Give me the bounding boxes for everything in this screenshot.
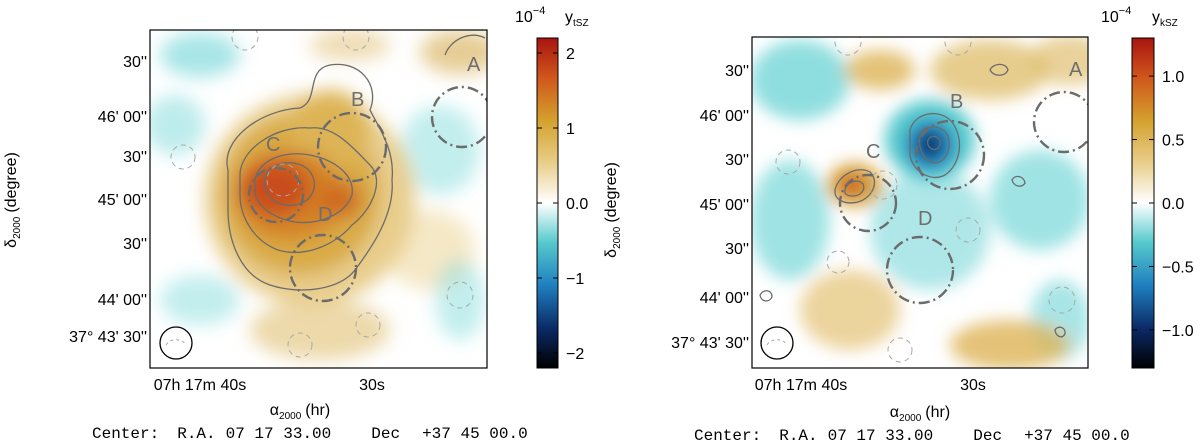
- tsz-contours: [226, 34, 486, 291]
- ksz-frame: [751, 36, 1089, 369]
- ksz-y-axis-title: δ2000(degree): [603, 162, 623, 258]
- tsz-y-tick-0: 30'': [123, 54, 147, 71]
- tsz-beam: [159, 326, 193, 360]
- ksz-point-sources: [775, 37, 1076, 363]
- tsz-y-tick-3: 45' 00'': [98, 192, 147, 209]
- ksz-region-label-b: B: [950, 91, 963, 113]
- ksz-colorbar-tick-label: 0.0: [1162, 196, 1184, 213]
- tsz-y-tick-labels: 30'' 46' 00'' 30'' 45' 00'' 30'' 44' 00'…: [69, 54, 147, 346]
- panel-tsz: A B C D 30'' 46' 00'' 30'' 45' 00'' 30''…: [3, 5, 589, 443]
- tsz-y-tick-1: 46' 00'': [98, 109, 147, 126]
- ksz-region-label-d: D: [918, 208, 932, 230]
- ksz-region-label-c: C: [866, 141, 880, 163]
- ksz-colorbar-tick-label: 1.0: [1162, 69, 1184, 86]
- ksz-colorbar-quantity: ykSZ: [1152, 9, 1178, 29]
- ksz-region-label-a: A: [1069, 59, 1083, 81]
- ksz-regions: [838, 90, 1088, 305]
- ksz-beam: [760, 326, 794, 360]
- tsz-colorbar-tick-label: −2: [566, 346, 584, 363]
- tsz-map-field: [150, 30, 487, 360]
- tsz-y-tick-2: 30'': [123, 149, 147, 166]
- ksz-colorbar: 1.0 0.5 0.0 −0.5 −1.0 10−4 ykSZ: [1101, 5, 1194, 369]
- tsz-colorbar-tick-label: 2: [566, 46, 575, 63]
- tsz-x-tick-labels: 07h 17m 40s 30s: [154, 377, 385, 394]
- tsz-y-axis-title: δ2000(degree): [3, 152, 23, 248]
- ksz-colorbar-tick-label: 0.5: [1162, 133, 1184, 150]
- tsz-center-line: Center: R.A. 07 17 33.00 Dec +37 45 00.0: [92, 425, 528, 443]
- ksz-y-tick-labels: 30'' 46' 00'' 30'' 45' 00'' 30'' 44' 00'…: [671, 63, 749, 352]
- tsz-colorbar-quantity: ytSZ: [565, 9, 589, 29]
- ksz-y-tick-4: 30'': [725, 241, 749, 258]
- ksz-colorbar-exponent: 10−4: [1101, 5, 1131, 26]
- ksz-y-tick-6: 37° 43' 30'': [671, 335, 749, 352]
- tsz-colorbar-tick-label: 1: [566, 121, 575, 138]
- tsz-frame: [149, 29, 488, 369]
- tsz-region-label-c: C: [266, 134, 280, 156]
- tsz-colorbar: 2 1 0.0 −1 −2 10−4 ytSZ: [515, 5, 589, 369]
- ksz-center-line: Center: R.A. 07 17 33.00 Dec +37 45 00.0: [694, 427, 1130, 443]
- tsz-y-tick-5: 44' 00'': [98, 292, 147, 309]
- ksz-x-axis-title: α2000 (hr): [890, 404, 950, 424]
- ksz-y-tick-3: 45' 00'': [700, 197, 749, 214]
- tsz-x-tick-1: 30s: [359, 377, 385, 394]
- tsz-y-tick-6: 37° 43' 30'': [69, 329, 147, 346]
- ksz-y-tick-2: 30'': [725, 152, 749, 169]
- ksz-y-tick-1: 46' 00'': [700, 108, 749, 125]
- panel-ksz: A B C D 30'' 46' 00'' 30'' 45' 00'' 30''…: [603, 5, 1194, 443]
- tsz-region-label-a: A: [467, 54, 481, 76]
- ksz-x-tick-1: 30s: [960, 377, 986, 394]
- tsz-x-tick-0: 07h 17m 40s: [154, 377, 247, 394]
- tsz-x-axis-title: α2000 (hr): [270, 402, 330, 422]
- tsz-point-sources: [170, 30, 474, 358]
- tsz-colorbar-tick-label: −1: [566, 271, 584, 288]
- ksz-y-tick-0: 30'': [725, 63, 749, 80]
- ksz-colorbar-tick-label: −0.5: [1162, 259, 1194, 276]
- tsz-colorbar-exponent: 10−4: [515, 5, 545, 26]
- ksz-x-tick-labels: 07h 17m 40s 30s: [755, 377, 986, 394]
- tsz-region-label-b: B: [351, 89, 364, 111]
- ksz-y-tick-5: 44' 00'': [700, 290, 749, 307]
- tsz-regions: [247, 85, 487, 303]
- ksz-colorbar-tick-label: −1.0: [1162, 323, 1194, 340]
- tsz-y-tick-4: 30'': [123, 236, 147, 253]
- ksz-x-tick-0: 07h 17m 40s: [755, 377, 848, 394]
- tsz-region-label-d: D: [318, 204, 332, 226]
- tsz-colorbar-tick-label: 0.0: [566, 196, 588, 213]
